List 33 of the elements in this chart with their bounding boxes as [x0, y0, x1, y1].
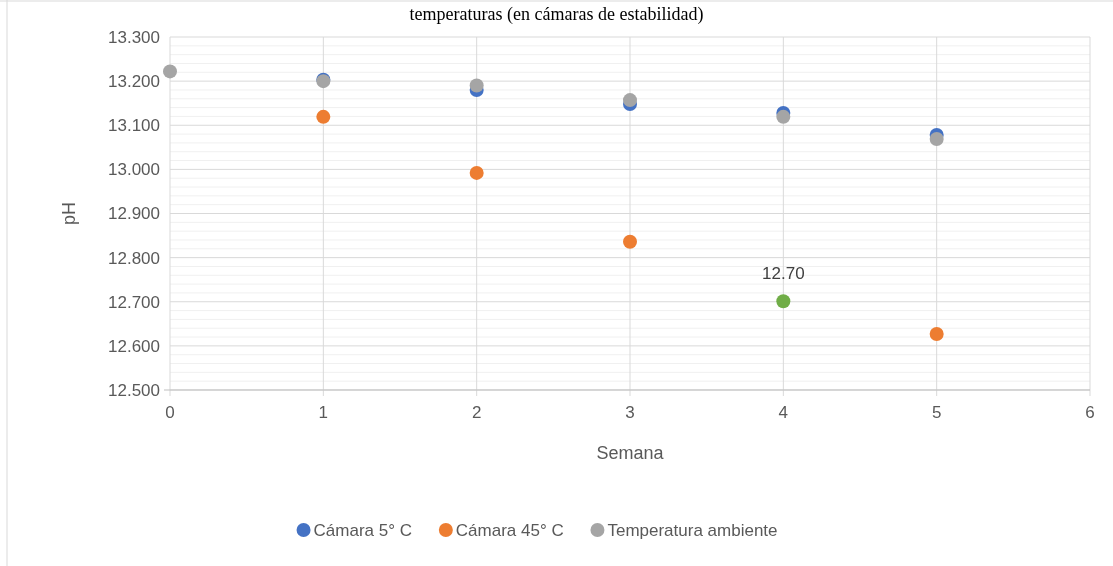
- y-tick-label: 12.600: [108, 336, 160, 356]
- y-tick-label: 13.200: [108, 72, 160, 92]
- point: [929, 131, 944, 146]
- point: [776, 109, 791, 124]
- x-tick-label: 1: [318, 403, 329, 422]
- y-tick-label: 12.900: [108, 204, 160, 224]
- legend-label: Cámara 5° C: [313, 520, 412, 540]
- x-axis-title: Semana: [596, 443, 665, 463]
- chart-title: temperaturas (en cámaras de estabilidad): [409, 4, 704, 25]
- x-tick-label: 6: [1085, 403, 1095, 422]
- point: [929, 326, 944, 341]
- x-tick-label: 2: [471, 403, 482, 422]
- x-tick-label: 3: [625, 403, 635, 422]
- y-tick-label: 13.100: [108, 116, 160, 136]
- point: [163, 64, 177, 79]
- y-axis-title: pH: [59, 201, 79, 226]
- y-tick-label: 12.700: [108, 292, 160, 312]
- legend-label: Temperatura ambiente: [607, 520, 778, 540]
- y-tick-label: 12.800: [108, 248, 160, 268]
- point: [316, 109, 331, 124]
- y-tick-label: 13.000: [108, 160, 160, 180]
- x-tick-label: 0: [165, 403, 175, 422]
- point: [469, 78, 484, 93]
- point: [623, 93, 637, 108]
- point: [469, 165, 484, 180]
- y-tick-label: 12.500: [108, 380, 160, 400]
- point: [776, 294, 791, 309]
- point: [623, 234, 637, 249]
- y-tick-label: 13.300: [108, 27, 160, 47]
- x-tick-label: 4: [778, 403, 789, 422]
- x-tick-label: 5: [931, 403, 942, 422]
- legend-label: Cámara 45° C: [455, 520, 564, 540]
- data-label: 12.70: [762, 264, 805, 284]
